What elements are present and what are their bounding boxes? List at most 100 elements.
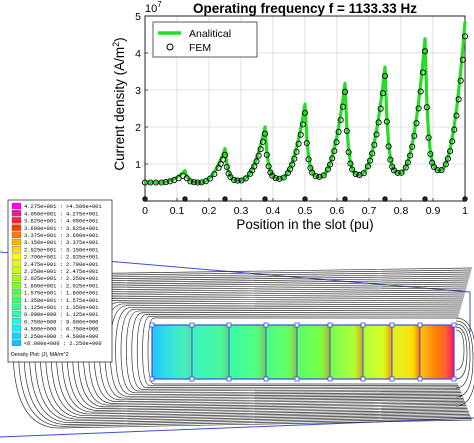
fem-point bbox=[261, 130, 269, 137]
density-legend-label: 1.575e+001 : 1.800e+001 bbox=[24, 291, 98, 297]
density-legend-swatch bbox=[11, 202, 22, 210]
fem-point bbox=[221, 151, 229, 158]
bar-segment-dividers bbox=[149, 322, 457, 382]
y-tick-label: 5 bbox=[135, 11, 141, 23]
bar-segment-shade bbox=[229, 325, 266, 379]
fem-point bbox=[327, 161, 334, 168]
fem-point bbox=[449, 138, 456, 145]
fem-point bbox=[167, 178, 174, 185]
fem-point bbox=[305, 156, 312, 163]
fem-point bbox=[162, 179, 169, 186]
bar-node bbox=[294, 322, 300, 328]
fem-point bbox=[301, 109, 309, 116]
fem-point bbox=[333, 139, 340, 146]
bar-segment-shade bbox=[192, 325, 229, 379]
fem-point bbox=[293, 148, 300, 155]
x-axis-label: Position in the slot (pu) bbox=[236, 217, 373, 232]
x-tick-label: 1 bbox=[462, 205, 468, 217]
bar-node bbox=[451, 376, 457, 382]
bar-node bbox=[417, 322, 423, 328]
x-tick-label: 0.5 bbox=[298, 205, 313, 217]
density-legend-swatch bbox=[11, 253, 22, 260]
fem-point bbox=[265, 163, 272, 170]
fem-point bbox=[349, 166, 356, 173]
y-axis-label: Current density (A/m2) bbox=[111, 37, 127, 170]
x-position-marker bbox=[462, 196, 468, 202]
density-legend-label: 2.250e+001 : 2.475e+001 bbox=[24, 269, 98, 275]
x-tick-label: 0.6 bbox=[330, 205, 345, 217]
fem-point bbox=[276, 175, 283, 182]
density-legend-label: 1.800e+001 : 2.025e+001 bbox=[24, 283, 98, 289]
fem-point bbox=[225, 170, 232, 177]
fem-point bbox=[289, 161, 296, 168]
fem-point bbox=[339, 103, 346, 110]
y-tick-label: 2 bbox=[135, 122, 141, 134]
fem-point bbox=[457, 77, 464, 84]
fem-point bbox=[202, 178, 209, 185]
fem-point bbox=[381, 72, 389, 79]
density-legend-label: 4.500e+000 : 6.750e+000 bbox=[24, 327, 98, 333]
fem-point bbox=[303, 139, 310, 147]
density-legend-swatch bbox=[11, 282, 22, 289]
bar-node bbox=[389, 376, 395, 382]
density-legend-caption: Density Plot: |J|, MA/m^2 bbox=[11, 352, 69, 358]
fem-point bbox=[444, 155, 451, 162]
fem-point bbox=[345, 149, 352, 156]
fem-point bbox=[335, 128, 342, 135]
density-legend-label: 2.925e+001 : 3.150e+001 bbox=[24, 247, 98, 253]
bar-node bbox=[417, 376, 423, 382]
fem-point bbox=[387, 156, 394, 163]
density-legend-swatch bbox=[11, 210, 22, 217]
bar-segment-shade bbox=[152, 325, 192, 379]
x-position-marker bbox=[182, 196, 188, 202]
fem-point bbox=[297, 131, 304, 138]
density-legend-label: 4.050e+001 : 4.275e+001 bbox=[24, 211, 98, 217]
bar-node bbox=[451, 322, 457, 328]
fem-point bbox=[404, 159, 411, 166]
y-exponent-power: 7 bbox=[157, 0, 162, 9]
fem-point bbox=[299, 121, 306, 128]
bar-segment-shade bbox=[420, 325, 454, 379]
fem-point bbox=[347, 160, 354, 167]
density-legend-label: 2.250e+000 : 4.500e+000 bbox=[24, 334, 98, 340]
fem-point bbox=[394, 169, 401, 176]
density-legend-label: 9.000e+000 : 1.125e+001 bbox=[24, 312, 98, 318]
fem-point bbox=[331, 147, 338, 155]
density-legend-swatch bbox=[11, 274, 22, 282]
fem-point bbox=[194, 179, 201, 186]
flux-line bbox=[115, 305, 462, 395]
bar-node bbox=[360, 322, 366, 328]
flux-line bbox=[126, 309, 461, 392]
fem-point bbox=[455, 96, 462, 103]
fem-point bbox=[267, 169, 274, 176]
fem-point bbox=[369, 150, 376, 157]
fem-point bbox=[451, 126, 458, 133]
fem-point bbox=[183, 175, 190, 182]
fem-point bbox=[242, 175, 249, 182]
fem-point bbox=[367, 157, 374, 164]
density-legend-swatch bbox=[11, 310, 22, 318]
density-legend-swatch bbox=[11, 339, 22, 346]
flux-line bbox=[147, 317, 458, 385]
density-legend-label: 3.825e+001 : 4.050e+001 bbox=[24, 219, 98, 225]
legend-fem-label: FEM bbox=[189, 42, 211, 54]
x-position-marker bbox=[422, 196, 428, 202]
bar-node bbox=[263, 376, 269, 382]
fem-point bbox=[413, 120, 420, 127]
fem-point bbox=[421, 48, 429, 55]
density-legend-label: <0.000e+000 : 2.250e+000 bbox=[24, 341, 102, 347]
density-legend-swatch bbox=[11, 267, 22, 274]
density-legend-label: 3.150e+001 : 3.375e+001 bbox=[24, 240, 98, 246]
bar-segment-shading bbox=[152, 325, 454, 379]
density-legend-label: 3.600e+001 : 3.825e+001 bbox=[24, 226, 98, 232]
fem-point bbox=[447, 148, 454, 155]
fem-point bbox=[223, 163, 230, 170]
y-axis-ticks: 1 2 3 4 5 bbox=[135, 11, 148, 171]
x-position-marker bbox=[382, 196, 388, 202]
fem-point bbox=[409, 143, 416, 150]
fem-point bbox=[352, 171, 359, 178]
density-legend-label: 3.375e+001 : 3.600e+001 bbox=[24, 233, 98, 239]
x-tick-label: 0.4 bbox=[266, 205, 281, 217]
